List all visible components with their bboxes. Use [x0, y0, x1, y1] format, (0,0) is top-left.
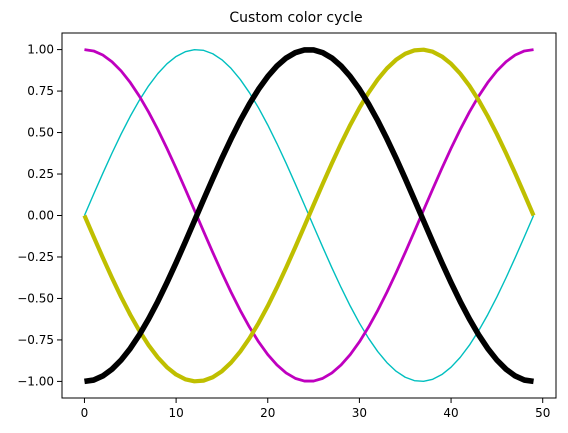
y-tick-label: 0.00 — [27, 209, 54, 223]
x-axis: 0 10 20 30 40 50 — [81, 398, 550, 420]
x-tick-label: 0 — [81, 406, 89, 420]
series-line-2 — [84, 48, 534, 383]
x-tick-label: 50 — [535, 406, 550, 420]
x-tick-label: 10 — [168, 406, 183, 420]
axes-frame — [61, 32, 557, 399]
series-line-4 — [84, 47, 534, 385]
chart-title: Custom color cycle — [229, 10, 362, 26]
y-tick-label: −1.00 — [17, 374, 54, 388]
x-tick-label: 20 — [260, 406, 275, 420]
plot-area — [82, 47, 536, 385]
y-axis: −1.00 −0.75 −0.50 −0.25 0.00 0.25 0.50 0.75 1.00 — [17, 43, 62, 388]
y-tick-label: 0.50 — [27, 126, 54, 140]
x-tick-label: 40 — [443, 406, 458, 420]
x-tick-label: 30 — [352, 406, 367, 420]
y-tick-label: 0.25 — [27, 167, 54, 181]
y-tick-label: 1.00 — [27, 43, 54, 57]
y-tick-label: −0.50 — [17, 291, 54, 305]
series-line-3 — [82, 47, 536, 384]
y-tick-label: −0.75 — [17, 333, 54, 347]
y-tick-label: 0.75 — [27, 84, 54, 98]
y-tick-label: −0.25 — [17, 250, 54, 264]
